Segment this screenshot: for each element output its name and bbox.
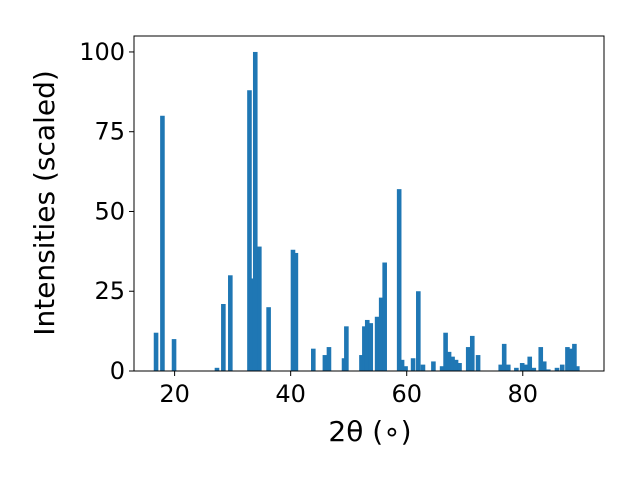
bar	[266, 307, 271, 371]
bar	[382, 262, 387, 371]
bar	[446, 351, 452, 371]
x-tick-label: 20	[159, 380, 190, 408]
y-tick-label: 25	[94, 277, 125, 305]
bar	[257, 246, 262, 371]
bar	[505, 364, 511, 371]
bar	[322, 355, 328, 371]
bar	[364, 319, 370, 371]
bar	[565, 347, 570, 371]
bar	[359, 355, 364, 371]
y-axis-label: Intensities (scaled)	[28, 70, 61, 336]
bar	[247, 90, 252, 372]
bar	[465, 347, 471, 371]
bar	[416, 291, 421, 371]
bar	[450, 356, 455, 371]
bar	[293, 252, 299, 371]
bar	[575, 366, 580, 371]
bar	[214, 367, 220, 371]
bar	[439, 366, 445, 371]
bar	[368, 323, 374, 371]
bar	[519, 363, 525, 371]
bar	[559, 364, 565, 371]
bar	[290, 249, 296, 371]
bar	[399, 359, 405, 371]
bar	[344, 326, 349, 371]
bar	[568, 348, 574, 371]
bar	[252, 51, 258, 371]
bar	[457, 363, 462, 371]
bar	[326, 347, 332, 371]
bar	[546, 369, 551, 371]
bar	[572, 343, 577, 371]
y-tick-label: 100	[79, 38, 125, 66]
y-tick-label: 0	[110, 357, 125, 385]
bar	[531, 367, 537, 371]
y-tick-label: 50	[94, 197, 125, 225]
bar	[153, 332, 159, 371]
bar	[410, 358, 416, 371]
bar	[396, 189, 402, 371]
x-tick-label: 60	[391, 380, 422, 408]
bar	[160, 115, 165, 371]
bar	[498, 364, 504, 371]
x-tick-label: 80	[507, 380, 538, 408]
bar	[514, 367, 519, 371]
bar	[228, 275, 233, 371]
y-tick-label: 75	[94, 118, 125, 146]
bar	[453, 359, 459, 371]
bar	[341, 358, 347, 371]
bar	[554, 367, 560, 371]
bars-layer	[153, 51, 580, 372]
bar	[403, 366, 408, 371]
x-tick-label: 40	[275, 380, 306, 408]
y-axis-ticks: 0 25 50 75 100	[79, 38, 134, 385]
bar	[475, 355, 481, 371]
bar	[523, 364, 528, 371]
bar	[501, 343, 507, 371]
bar	[374, 316, 380, 371]
x-axis-ticks: 20 40 60 80	[159, 371, 538, 408]
plot-frame	[133, 35, 605, 372]
x-axis-label: 2θ (∘)	[328, 415, 411, 448]
bar	[362, 326, 367, 371]
bar	[420, 364, 426, 371]
bar	[469, 335, 475, 371]
bar	[221, 304, 226, 371]
bar	[378, 297, 384, 371]
bar	[431, 361, 436, 371]
bar	[538, 347, 544, 371]
bar	[443, 332, 448, 371]
bar	[171, 339, 177, 371]
bar	[311, 348, 316, 371]
bar	[541, 361, 547, 371]
bar	[249, 278, 255, 371]
bar	[527, 356, 533, 371]
